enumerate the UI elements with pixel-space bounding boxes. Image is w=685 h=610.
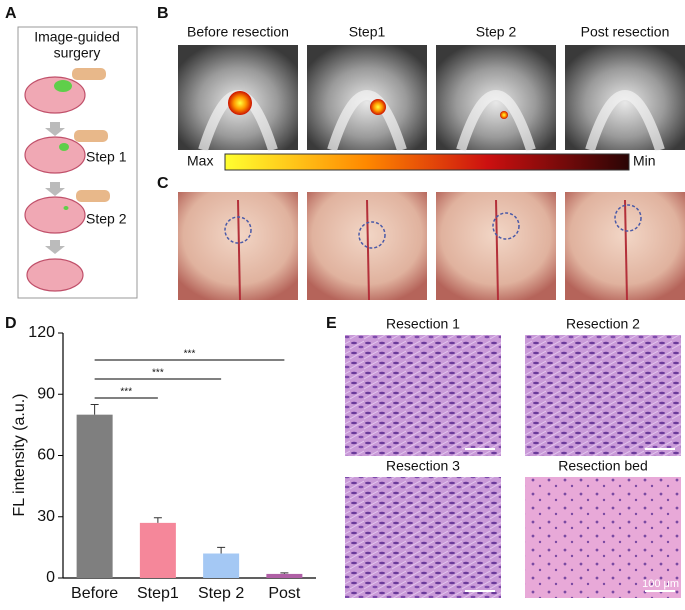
- error-bar: [280, 572, 289, 574]
- bar: [139, 522, 176, 578]
- image-title: Step 2: [476, 24, 517, 40]
- panel-e: Resection 1 Resection 2 Resection 3 Resecti…: [345, 316, 681, 598]
- image-title: Before resection: [187, 24, 289, 40]
- skull-outline: [456, 90, 536, 152]
- significance-label: ***: [184, 349, 196, 360]
- image-title: Resection 2: [566, 316, 640, 332]
- image-title: Step1: [349, 24, 386, 40]
- panel-label: D: [5, 315, 17, 332]
- image-title: Resection 3: [386, 458, 460, 474]
- panel-label: E: [326, 315, 337, 332]
- step-label: Step 2: [86, 211, 127, 227]
- fluorescence-signal: [370, 99, 386, 115]
- tumor-marker: [358, 221, 386, 249]
- panel-d: FL intensity (a.u.) 0 30 60 90 120 Before Step…: [11, 324, 316, 602]
- y-tick-label: 60: [37, 447, 55, 464]
- colorbar: [224, 153, 630, 171]
- panel-b: Max Min Before resection Step1 Step 2 Post …: [178, 24, 685, 171]
- frame: [17, 26, 138, 299]
- image-title: Resection bed: [558, 458, 648, 474]
- x-tick-label: Step 2: [198, 585, 244, 602]
- tumor-marker: [614, 204, 642, 232]
- panel-c: [178, 192, 685, 301]
- bar: [203, 553, 240, 578]
- colorbar-min: Min: [633, 153, 656, 169]
- tumor-marker: [492, 212, 520, 240]
- error-bar: [90, 403, 99, 415]
- image-title: Resection 1: [386, 316, 460, 332]
- y-tick-label: 30: [37, 508, 55, 525]
- midline: [366, 199, 370, 301]
- histology-image: [345, 335, 501, 456]
- scale-bar-label: 100 μm: [642, 578, 679, 590]
- panel-label: B: [157, 5, 169, 22]
- bar: [266, 573, 303, 578]
- histology-image: [525, 477, 681, 598]
- x-tick-label: Post: [268, 585, 301, 602]
- step-label: Step 1: [86, 149, 127, 165]
- error-bar: [153, 517, 162, 523]
- colorbar-max: Max: [187, 153, 213, 169]
- histology-image: [525, 335, 681, 456]
- x-tick-label: Before: [71, 585, 118, 602]
- y-axis-label: FL intensity (a.u.): [11, 393, 28, 516]
- panel-a: Image-guided surgery Step 1 Step 2: [17, 26, 138, 299]
- title: surgery: [54, 45, 101, 61]
- y-tick-label: 90: [37, 385, 55, 402]
- midline: [624, 199, 628, 301]
- tumor-marker: [224, 216, 252, 244]
- significance-label: ***: [152, 368, 164, 379]
- skull-outline: [585, 90, 665, 152]
- hand-icons: [72, 68, 110, 202]
- bar: [76, 414, 113, 578]
- title: Image-guided: [34, 29, 120, 45]
- image-title: Post resection: [581, 24, 670, 40]
- tumor-icons: [54, 80, 72, 210]
- fluorescence-signal: [500, 111, 508, 119]
- error-bar: [217, 546, 226, 554]
- fluorescence-signal: [228, 91, 252, 115]
- arrows: [45, 122, 65, 254]
- x-tick-label: Step1: [137, 585, 179, 602]
- y-tick-label: 120: [28, 324, 55, 341]
- panel-label: C: [157, 175, 169, 192]
- skull-outline: [327, 90, 407, 152]
- significance-label: ***: [120, 387, 132, 398]
- y-tick-label: 0: [46, 569, 55, 586]
- panel-label: A: [5, 5, 17, 22]
- histology-image: [345, 477, 501, 598]
